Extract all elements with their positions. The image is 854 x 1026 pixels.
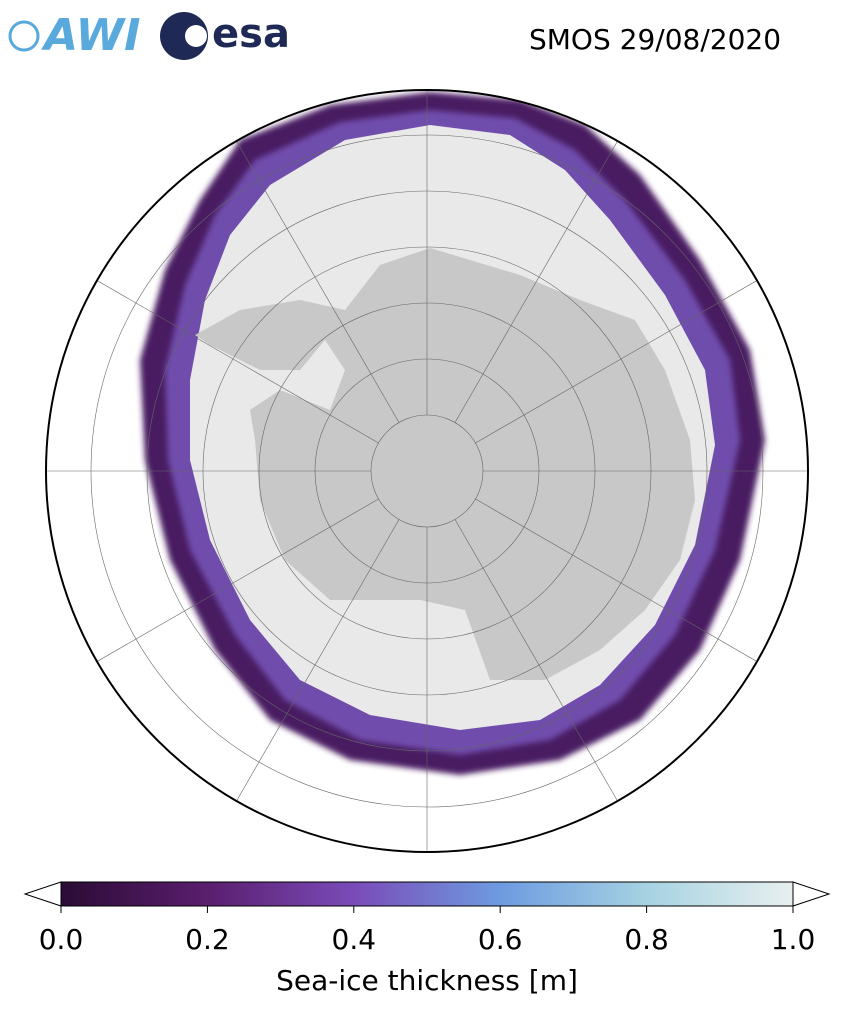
colorbar-tick-label: 0.2	[185, 923, 230, 956]
meridian	[454, 124, 628, 423]
meridian	[475, 270, 774, 444]
meridian	[226, 519, 400, 818]
colorbar-tick-label: 0.8	[624, 923, 669, 956]
colorbar-tick-label: 0.0	[39, 923, 84, 956]
awi-logo: AWI	[41, 10, 141, 61]
title: SMOS 29/08/2020	[529, 23, 781, 56]
antarctica	[195, 248, 695, 680]
awi-icon	[8, 20, 40, 52]
meridian	[80, 270, 379, 444]
meridian	[80, 498, 379, 672]
colorbar-tick-label: 1.0	[771, 923, 816, 956]
meridian	[475, 498, 774, 672]
meridian	[226, 124, 400, 423]
colorbar-tick-label: 0.4	[332, 923, 377, 956]
colorbar: Sea-ice thickness [m] 0.0 0.2 0.4 0.6 0.8 1.0	[23, 881, 831, 997]
colorbar-tick-label: 0.6	[478, 923, 523, 956]
esa-icon	[160, 12, 208, 60]
esa-logo: esa	[212, 11, 290, 57]
colorbar-label: Sea-ice thickness [m]	[276, 964, 578, 997]
logos: AWI esa	[8, 10, 290, 61]
esa-icon-inner	[185, 25, 207, 47]
colorbar-extend-low	[23, 881, 62, 907]
map	[46, 90, 808, 852]
colorbar-extend-high	[792, 881, 831, 907]
graticule	[46, 90, 808, 852]
meridian	[454, 519, 628, 818]
colorbar-ramp	[60, 881, 794, 907]
map-border	[45, 89, 809, 853]
